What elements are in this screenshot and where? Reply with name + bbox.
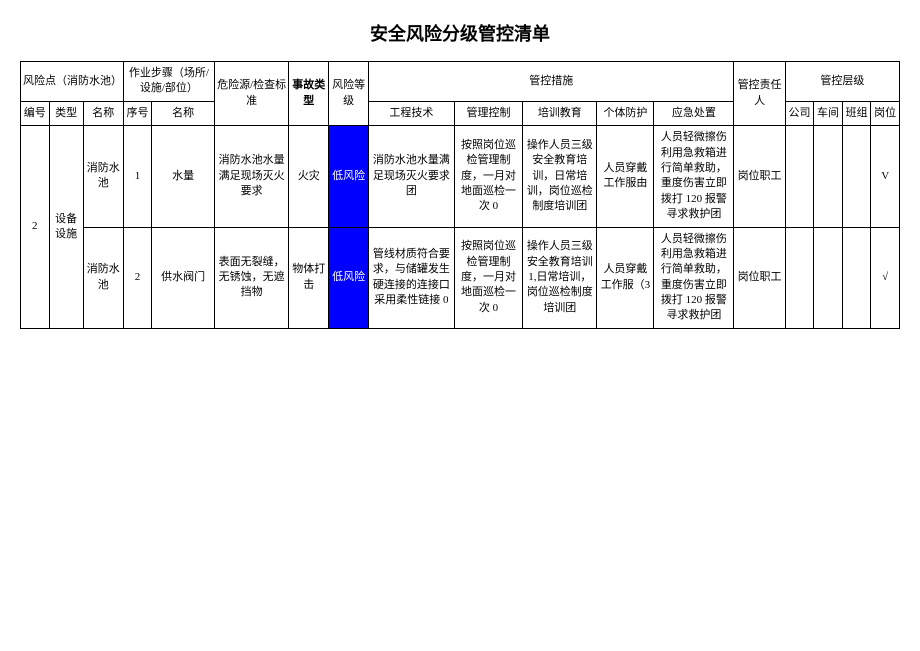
- cell-stepname: 水量: [152, 126, 215, 227]
- hdr-team: 班组: [842, 101, 871, 125]
- cell-seq: 2: [123, 227, 152, 328]
- cell-training: 操作人员三级安全教育培训 1,日常培训，岗位巡检制度培训团: [523, 227, 597, 328]
- risk-table: 风险点（消防水池） 作业步骤（场所/设施/部位） 危险源/检查标准 事故类型 风…: [20, 61, 900, 329]
- header-row-1: 风险点（消防水池） 作业步骤（场所/设施/部位） 危险源/检查标准 事故类型 风…: [21, 62, 900, 102]
- hdr-accident: 事故类型: [289, 62, 329, 126]
- hdr-hazard: 危险源/检查标准: [215, 62, 289, 126]
- cell-company: [785, 227, 814, 328]
- cell-num: 2: [21, 126, 50, 329]
- cell-team: [842, 126, 871, 227]
- hdr-engineering: 工程技术: [369, 101, 455, 125]
- cell-responsible: 岗位职工: [734, 227, 785, 328]
- hdr-num: 编号: [21, 101, 50, 125]
- page-title: 安全风险分级管控清单: [20, 20, 900, 46]
- table-row: 消防水池 2 供水阀门 表面无裂缝，无锈蚀，无遮挡物 物体打击 低风险 管线材质…: [21, 227, 900, 328]
- hdr-controllevel: 管控层级: [785, 62, 899, 102]
- cell-risk: 低风险: [329, 227, 369, 328]
- cell-responsible: 岗位职工: [734, 126, 785, 227]
- hdr-risklevel: 风险等级: [329, 62, 369, 126]
- cell-stepname: 供水阀门: [152, 227, 215, 328]
- cell-ppe: 人员穿戴工作服（3: [597, 227, 654, 328]
- hdr-workstep: 作业步骤（场所/设施/部位）: [123, 62, 214, 102]
- cell-name: 消防水池: [83, 126, 123, 227]
- cell-management: 按照岗位巡检管理制度，一月对地面巡检一次 0: [454, 227, 522, 328]
- hdr-seq: 序号: [123, 101, 152, 125]
- cell-ppe: 人员穿戴工作服由: [597, 126, 654, 227]
- cell-accident: 火灾: [289, 126, 329, 227]
- hdr-workshop: 车间: [814, 101, 843, 125]
- hdr-type: 类型: [49, 101, 83, 125]
- hdr-ppe: 个体防护: [597, 101, 654, 125]
- cell-hazard: 消防水池水量满足现场灭火要求: [215, 126, 289, 227]
- cell-training: 操作人员三级安全教育培训，日常培训，岗位巡检制度培训团: [523, 126, 597, 227]
- cell-emergency: 人员轻微擦伤利用急救箱进行简单救助，重度伤害立即拨打 120 报警寻求救护团: [654, 126, 734, 227]
- hdr-emergency: 应急处置: [654, 101, 734, 125]
- cell-accident: 物体打击: [289, 227, 329, 328]
- cell-workshop: [814, 126, 843, 227]
- cell-hazard: 表面无裂缝，无锈蚀，无遮挡物: [215, 227, 289, 328]
- hdr-name: 名称: [83, 101, 123, 125]
- cell-seq: 1: [123, 126, 152, 227]
- cell-company: [785, 126, 814, 227]
- cell-management: 按照岗位巡检管理制度，一月对地面巡检一次 0: [454, 126, 522, 227]
- cell-engineering: 管线材质符合要求，与储罐发生硬连接的连接口采用柔性链接 0: [369, 227, 455, 328]
- cell-post: √: [871, 227, 900, 328]
- table-row: 2 设备设施 消防水池 1 水量 消防水池水量满足现场灭火要求 火灾 低风险 消…: [21, 126, 900, 227]
- hdr-riskpoint: 风险点（消防水池）: [21, 62, 124, 102]
- cell-engineering: 消防水池水量满足现场灭火要求团: [369, 126, 455, 227]
- cell-workshop: [814, 227, 843, 328]
- cell-post: V: [871, 126, 900, 227]
- hdr-responsible: 管控责任人: [734, 62, 785, 126]
- cell-team: [842, 227, 871, 328]
- hdr-company: 公司: [785, 101, 814, 125]
- hdr-training: 培训教育: [523, 101, 597, 125]
- hdr-measures: 管控措施: [369, 62, 734, 102]
- hdr-management: 管理控制: [454, 101, 522, 125]
- cell-emergency: 人员轻微擦伤利用急救箱进行简单救助，重度伤害立即拨打 120 报警寻求救护团: [654, 227, 734, 328]
- cell-type: 设备设施: [49, 126, 83, 329]
- cell-name: 消防水池: [83, 227, 123, 328]
- cell-risk: 低风险: [329, 126, 369, 227]
- hdr-post: 岗位: [871, 101, 900, 125]
- hdr-stepname: 名称: [152, 101, 215, 125]
